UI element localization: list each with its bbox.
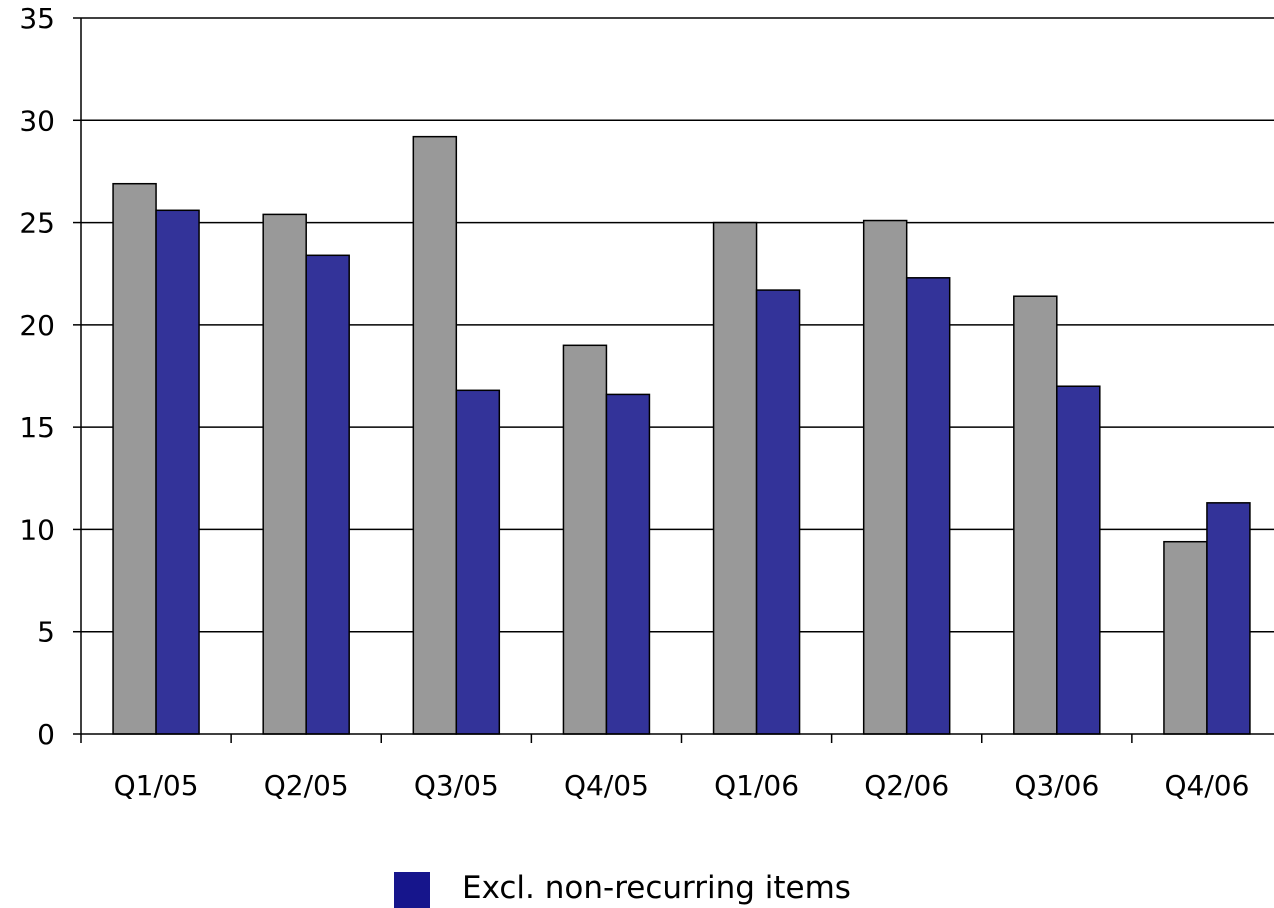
- y-tick-label: 35: [19, 2, 55, 35]
- x-axis-tick-labels: Q1/05 Q2/05 Q3/05 Q4/05 Q1/06 Q2/06 Q3/06 Q4/06: [114, 769, 1250, 802]
- bar-series1-Q1-05: [112, 182, 157, 735]
- x-tick-label: Q4/06: [1164, 769, 1249, 802]
- y-tick-label: 15: [19, 411, 55, 444]
- bar-series2-Q4-06: [1206, 502, 1251, 735]
- bar-series1-Q3-05: [412, 135, 458, 735]
- legend: Excl. non-recurring items: [394, 870, 851, 908]
- bar-series2-Q1-06: [755, 289, 801, 735]
- y-axis-tick-labels: 0 5 10 15 20 25 30 35: [19, 2, 55, 751]
- bar-series2-Q3-05: [455, 389, 501, 735]
- y-tick-label: 0: [37, 718, 55, 751]
- y-tick-label: 25: [19, 207, 55, 240]
- x-tick-label: Q1/06: [714, 769, 799, 802]
- legend-label: Excl. non-recurring items: [462, 870, 851, 906]
- bar-series2-Q2-06: [905, 277, 951, 735]
- bar-series2-Q4-05: [605, 393, 651, 735]
- bar-series1-Q3-06: [1013, 295, 1058, 735]
- bar-series1-Q2-06: [862, 219, 908, 735]
- x-tick-label: Q2/06: [864, 769, 949, 802]
- y-tick-label: 5: [37, 616, 55, 649]
- axes: [73, 17, 1274, 743]
- y-tick-label: 20: [19, 309, 55, 342]
- bar-series1-Q1-06: [712, 221, 758, 735]
- bar-series1-Q4-06: [1163, 540, 1208, 735]
- x-tick-label: Q1/05: [114, 769, 199, 802]
- bar-series1-Q4-05: [562, 344, 608, 735]
- bar-series2-Q3-06: [1056, 385, 1101, 735]
- bar-series1-Q2-05: [262, 213, 307, 735]
- y-tick-label: 30: [19, 104, 55, 137]
- x-tick-label: Q3/05: [414, 769, 499, 802]
- legend-swatch: [394, 872, 430, 908]
- x-tick-label: Q3/06: [1014, 769, 1099, 802]
- x-tick-label: Q2/05: [264, 769, 349, 802]
- y-tick-label: 10: [19, 513, 55, 546]
- bar-series2-Q2-05: [305, 254, 350, 735]
- bars: [112, 135, 1251, 735]
- x-tick-label: Q4/05: [564, 769, 649, 802]
- bar-series2-Q1-05: [155, 209, 200, 735]
